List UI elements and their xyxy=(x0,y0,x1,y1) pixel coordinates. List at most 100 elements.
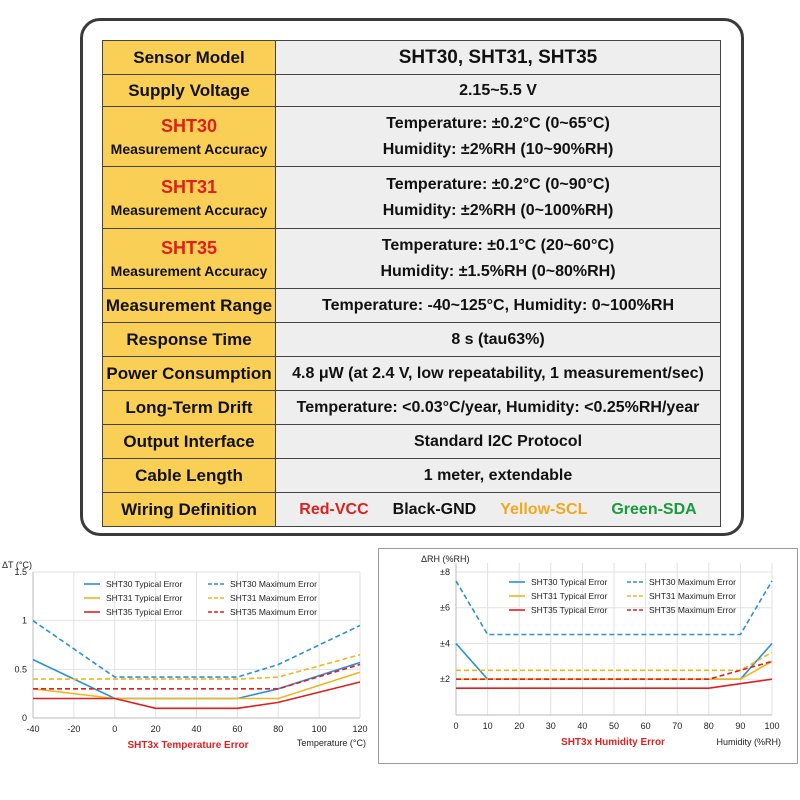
spec-value: Temperature: <0.03°C/year, Humidity: <0.… xyxy=(275,390,721,425)
spec-label: Response Time xyxy=(102,322,276,357)
legend-label: SHT30 Maximum Error xyxy=(230,579,317,589)
wire-color-label: Yellow-SCL xyxy=(500,500,588,518)
spec-row: Response Time 8 s (tau63%) xyxy=(102,322,721,357)
legend-label: SHT31 Maximum Error xyxy=(649,591,736,601)
spec-value: Temperature: ±0.2°C (0~90°C) Humidity: ±2… xyxy=(275,166,721,229)
legend-label: SHT35 Maximum Error xyxy=(649,605,736,615)
y-tick-label: 0 xyxy=(22,713,27,723)
y-tick-label: ±6 xyxy=(440,603,450,613)
series-line xyxy=(33,653,361,680)
spec-row: Supply Voltage 2.15~5.5 V xyxy=(102,74,721,107)
series-line xyxy=(32,620,361,678)
spec-label: SHT35 Measurement Accuracy xyxy=(102,228,276,289)
spec-row: Output Interface Standard I2C Protocol xyxy=(102,424,721,459)
temperature-error-chart: -40 -20 0 20 40 60 80 100 120 0 0.5 1 1.5 SHT30 Typic… xyxy=(0,550,376,780)
spec-value-line: 4.8 μW (at 2.4 V, low repeatability, 1 m… xyxy=(292,364,704,382)
legend-label: SHT31 Maximum Error xyxy=(230,593,317,603)
y-tick-label: 0.5 xyxy=(14,664,27,674)
wire-color-label: Red-VCC xyxy=(299,500,369,518)
spec-value: Temperature: ±0.2°C (0~65°C) Humidity: ±2… xyxy=(275,106,721,167)
chart-title: SHT3x Humidity Error xyxy=(561,737,665,748)
spec-label: Sensor Model xyxy=(102,40,276,75)
x-tick-label: 0 xyxy=(453,721,458,731)
wire-color-label: Green-SDA xyxy=(611,500,697,518)
x-tick-label: 120 xyxy=(352,724,367,734)
series-line xyxy=(456,651,773,672)
y-axis-label: ΔT (°C) xyxy=(2,560,32,570)
y-tick-label: ±4 xyxy=(440,638,450,648)
x-tick-label: 100 xyxy=(312,724,327,734)
wiring-row: Wiring Definition Red-VCC Black-GND Yellow-… xyxy=(102,492,721,527)
spec-label: Power Consumption xyxy=(102,356,276,391)
humidity-error-chart: 0 10 20 30 40 50 60 70 80 90 100 ±2 ±4 ±6 ±8 SHT30 Typi… xyxy=(378,548,798,764)
model-name: SHT31 xyxy=(160,176,218,197)
spec-value-line: Humidity: ±2%RH (0~100%RH) xyxy=(382,201,614,219)
spec-value-line: Temperature: ±0.2°C (0~90°C) xyxy=(386,175,610,193)
spec-row: SHT30 Measurement Accuracy Temperature: ±0… xyxy=(102,106,721,167)
x-tick-label: -20 xyxy=(67,724,80,734)
series-line xyxy=(455,580,773,636)
legend-label: SHT35 Maximum Error xyxy=(230,607,317,617)
spec-value-line: 2.15~5.5 V xyxy=(459,81,537,99)
spec-value-line: Temperature: ±0.2°C (0~65°C) xyxy=(386,114,610,132)
accuracy-label: Measurement Accuracy xyxy=(110,201,268,218)
x-tick-label: 80 xyxy=(273,724,283,734)
x-tick-label: 50 xyxy=(609,721,619,731)
spec-value-line: 1 meter, extendable xyxy=(423,466,573,484)
spec-value: 8 s (tau63%) xyxy=(275,322,721,357)
series-line xyxy=(456,660,773,680)
accuracy-label: Measurement Accuracy xyxy=(110,140,268,157)
legend-label: SHT30 Typical Error xyxy=(106,579,183,589)
x-tick-label: 70 xyxy=(672,721,682,731)
spec-label: Output Interface xyxy=(102,424,276,459)
series-line xyxy=(32,671,361,700)
series-line xyxy=(456,678,773,689)
y-tick-label: 1 xyxy=(22,616,27,626)
x-axis-label: Temperature (°C) xyxy=(297,738,366,748)
wiring-label: Wiring Definition xyxy=(102,492,276,527)
spec-row: SHT35 Measurement Accuracy Temperature: ±0… xyxy=(102,228,721,289)
spec-value: Temperature: -40~125°C, Humidity: 0~100%… xyxy=(275,288,721,323)
x-tick-label: 60 xyxy=(232,724,242,734)
humidity-error-svg: 0 10 20 30 40 50 60 70 80 90 100 ±2 ±4 ±6 ±8 SHT30 Typi… xyxy=(421,554,781,748)
spec-value-line: Temperature: <0.03°C/year, Humidity: <0.… xyxy=(296,398,700,416)
spec-value: 4.8 μW (at 2.4 V, low repeatability, 1 m… xyxy=(275,356,721,391)
spec-value: 2.15~5.5 V xyxy=(275,74,721,107)
x-tick-label: 20 xyxy=(514,721,524,731)
legend-label: SHT31 Typical Error xyxy=(106,593,183,603)
y-tick-label: ±8 xyxy=(440,567,450,577)
model-name: SHT30 xyxy=(160,115,218,136)
x-tick-label: 30 xyxy=(546,721,556,731)
spec-value: Standard I2C Protocol xyxy=(275,424,721,459)
y-tick-label: ±2 xyxy=(440,674,450,684)
legend-label: SHT31 Typical Error xyxy=(531,591,608,601)
x-tick-label: 40 xyxy=(577,721,587,731)
spec-row: Cable Length 1 meter, extendable xyxy=(102,458,721,493)
accuracy-label: Measurement Accuracy xyxy=(110,262,268,279)
model-name: SHT35 xyxy=(160,237,218,258)
chart-title: SHT3x Temperature Error xyxy=(128,740,249,751)
x-tick-label: 100 xyxy=(764,721,779,731)
legend-label: SHT35 Typical Error xyxy=(106,607,183,617)
spec-value: 1 meter, extendable xyxy=(275,458,721,493)
spec-label: Cable Length xyxy=(102,458,276,493)
spec-label: Long-Term Drift xyxy=(102,390,276,425)
spec-row: SHT31 Measurement Accuracy Temperature: ±0… xyxy=(102,166,721,229)
spec-value-line: Temperature: -40~125°C, Humidity: 0~100%… xyxy=(321,296,674,314)
spec-label: SHT31 Measurement Accuracy xyxy=(102,166,276,229)
legend-label: SHT35 Typical Error xyxy=(531,605,608,615)
spec-label: Supply Voltage xyxy=(102,74,276,107)
spec-value-line: Humidity: ±1.5%RH (0~80%RH) xyxy=(380,262,616,280)
x-axis-label: Humidity (%RH) xyxy=(716,737,781,747)
spec-label: Measurement Range xyxy=(102,288,276,323)
spec-value-line: Temperature: ±0.1°C (20~60°C) xyxy=(381,236,615,254)
spec-label: SHT30 Measurement Accuracy xyxy=(102,106,276,167)
series-line xyxy=(456,660,773,680)
spec-value: Temperature: ±0.1°C (20~60°C) Humidity: ±… xyxy=(275,228,721,289)
spec-table: Sensor Model SHT30, SHT31, SHT35 Supply Vo… xyxy=(102,40,721,527)
spec-value-line: 8 s (tau63%) xyxy=(451,330,545,348)
legend-label: SHT30 Typical Error xyxy=(531,577,608,587)
spec-value-line: SHT30, SHT31, SHT35 xyxy=(398,46,598,68)
legend-label: SHT30 Maximum Error xyxy=(649,577,736,587)
y-axis-label: ΔRH (%RH) xyxy=(421,554,470,564)
